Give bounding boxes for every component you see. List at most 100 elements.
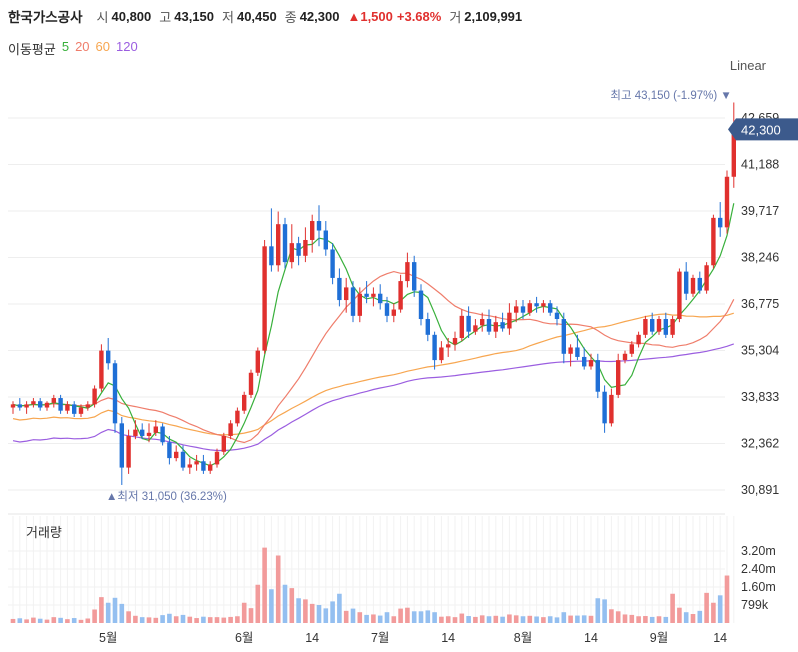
candle-body	[575, 347, 580, 357]
candle-body	[194, 461, 199, 465]
open-label: 시	[96, 9, 109, 25]
volume-bar	[112, 597, 118, 623]
volume-tick-label: 2.40m	[741, 562, 776, 576]
volume-bar	[289, 588, 295, 623]
volume-bar	[432, 612, 437, 623]
volume-bar	[493, 615, 499, 623]
y-tick-label: 36,775	[741, 297, 779, 311]
low-value: 40,450	[236, 8, 277, 24]
volume-bar	[670, 593, 675, 623]
volume-bar	[527, 615, 533, 623]
candle-body	[364, 293, 369, 297]
volume-bar	[146, 617, 152, 623]
candle-body	[622, 353, 628, 361]
volume-bar	[194, 618, 199, 623]
volume-bar	[466, 616, 471, 623]
volume-bar	[269, 589, 274, 623]
candle-body	[316, 221, 322, 231]
candle-body	[418, 290, 424, 320]
candle-body	[248, 372, 254, 395]
candle-body	[221, 435, 226, 452]
scale-toggle[interactable]: Linear	[729, 58, 766, 73]
candle-body	[588, 360, 594, 367]
x-tick-label: 14	[441, 631, 455, 645]
volume-bar	[228, 616, 233, 623]
candle-body	[269, 246, 274, 266]
annotations: 최고 43,150 (-1.97%) ▼ ▲최저 31,050 (36.23%) 4…	[106, 89, 798, 503]
volume-bar	[65, 619, 70, 623]
candle-body	[289, 243, 294, 263]
candle-body	[255, 350, 260, 373]
candle-body	[582, 356, 587, 367]
candle-body	[24, 404, 29, 408]
volume-bar	[677, 607, 682, 623]
candle-body	[31, 401, 36, 405]
volume-tick-label: 3.20m	[741, 544, 776, 558]
candle-body	[167, 442, 172, 459]
candle-body	[282, 224, 288, 263]
volume-bar	[541, 617, 546, 623]
ma-120-label: 120	[116, 39, 138, 54]
volume-bar	[51, 617, 57, 623]
x-tick-label: 7월	[371, 631, 389, 645]
volume-bar	[588, 615, 594, 623]
volume-bar	[425, 610, 431, 623]
volume-bar	[99, 597, 104, 623]
ma-legend[interactable]: 이동평균 5 20 60 120	[8, 39, 138, 58]
candle-body	[262, 246, 267, 351]
candle-body	[384, 303, 390, 316]
volume-bar	[214, 617, 220, 623]
candle-body	[391, 309, 396, 316]
candle-body	[616, 360, 621, 395]
ma-20-line	[12, 270, 735, 444]
candle-body	[480, 319, 485, 326]
volume-bar	[629, 614, 635, 623]
candle-body	[412, 262, 417, 291]
volume-bar	[473, 616, 478, 623]
volume-bar	[17, 618, 23, 623]
candle-body	[126, 435, 131, 468]
candle-body	[357, 293, 362, 316]
candle-body	[711, 217, 716, 266]
x-tick-label: 14	[713, 631, 727, 645]
volume-bar	[24, 619, 29, 623]
candle-body	[486, 319, 492, 332]
candle-body	[17, 404, 22, 408]
volume-bar	[133, 615, 138, 623]
volume-bar	[371, 614, 376, 623]
candle-body	[133, 429, 138, 436]
volume-bar	[119, 603, 125, 623]
volume-bar	[418, 611, 424, 623]
x-tick-label: 5월	[99, 631, 117, 645]
volume-bar	[173, 616, 179, 623]
candle-body	[92, 388, 97, 405]
ma-5-label: 5	[61, 39, 70, 54]
volume-bar	[58, 617, 63, 623]
candle-body	[568, 347, 573, 354]
candle-body	[153, 426, 158, 433]
volume-bar	[615, 611, 621, 623]
candle-body	[296, 243, 301, 256]
volume-bar	[207, 617, 213, 623]
volume-bar	[92, 609, 97, 623]
volume-bar	[303, 599, 308, 623]
candle-body	[187, 464, 192, 468]
x-tick-label: 6월	[235, 631, 253, 645]
volume-bar	[581, 615, 587, 623]
volume-bar	[520, 616, 526, 623]
candle-body	[72, 404, 77, 414]
candle-body	[330, 249, 335, 278]
volume-bar	[377, 615, 383, 623]
volume-bar	[37, 618, 43, 623]
volume-bar	[398, 608, 403, 623]
candle-body	[697, 277, 702, 291]
volume-bar	[241, 602, 247, 623]
volume-bar	[690, 614, 696, 623]
max-annotation: 최고 43,150 (-1.97%) ▼	[610, 89, 731, 102]
candle-body	[350, 287, 356, 316]
volume-bar	[167, 613, 172, 623]
candle-body	[548, 303, 553, 313]
volume-bar	[201, 616, 206, 623]
candle-body	[44, 402, 50, 408]
